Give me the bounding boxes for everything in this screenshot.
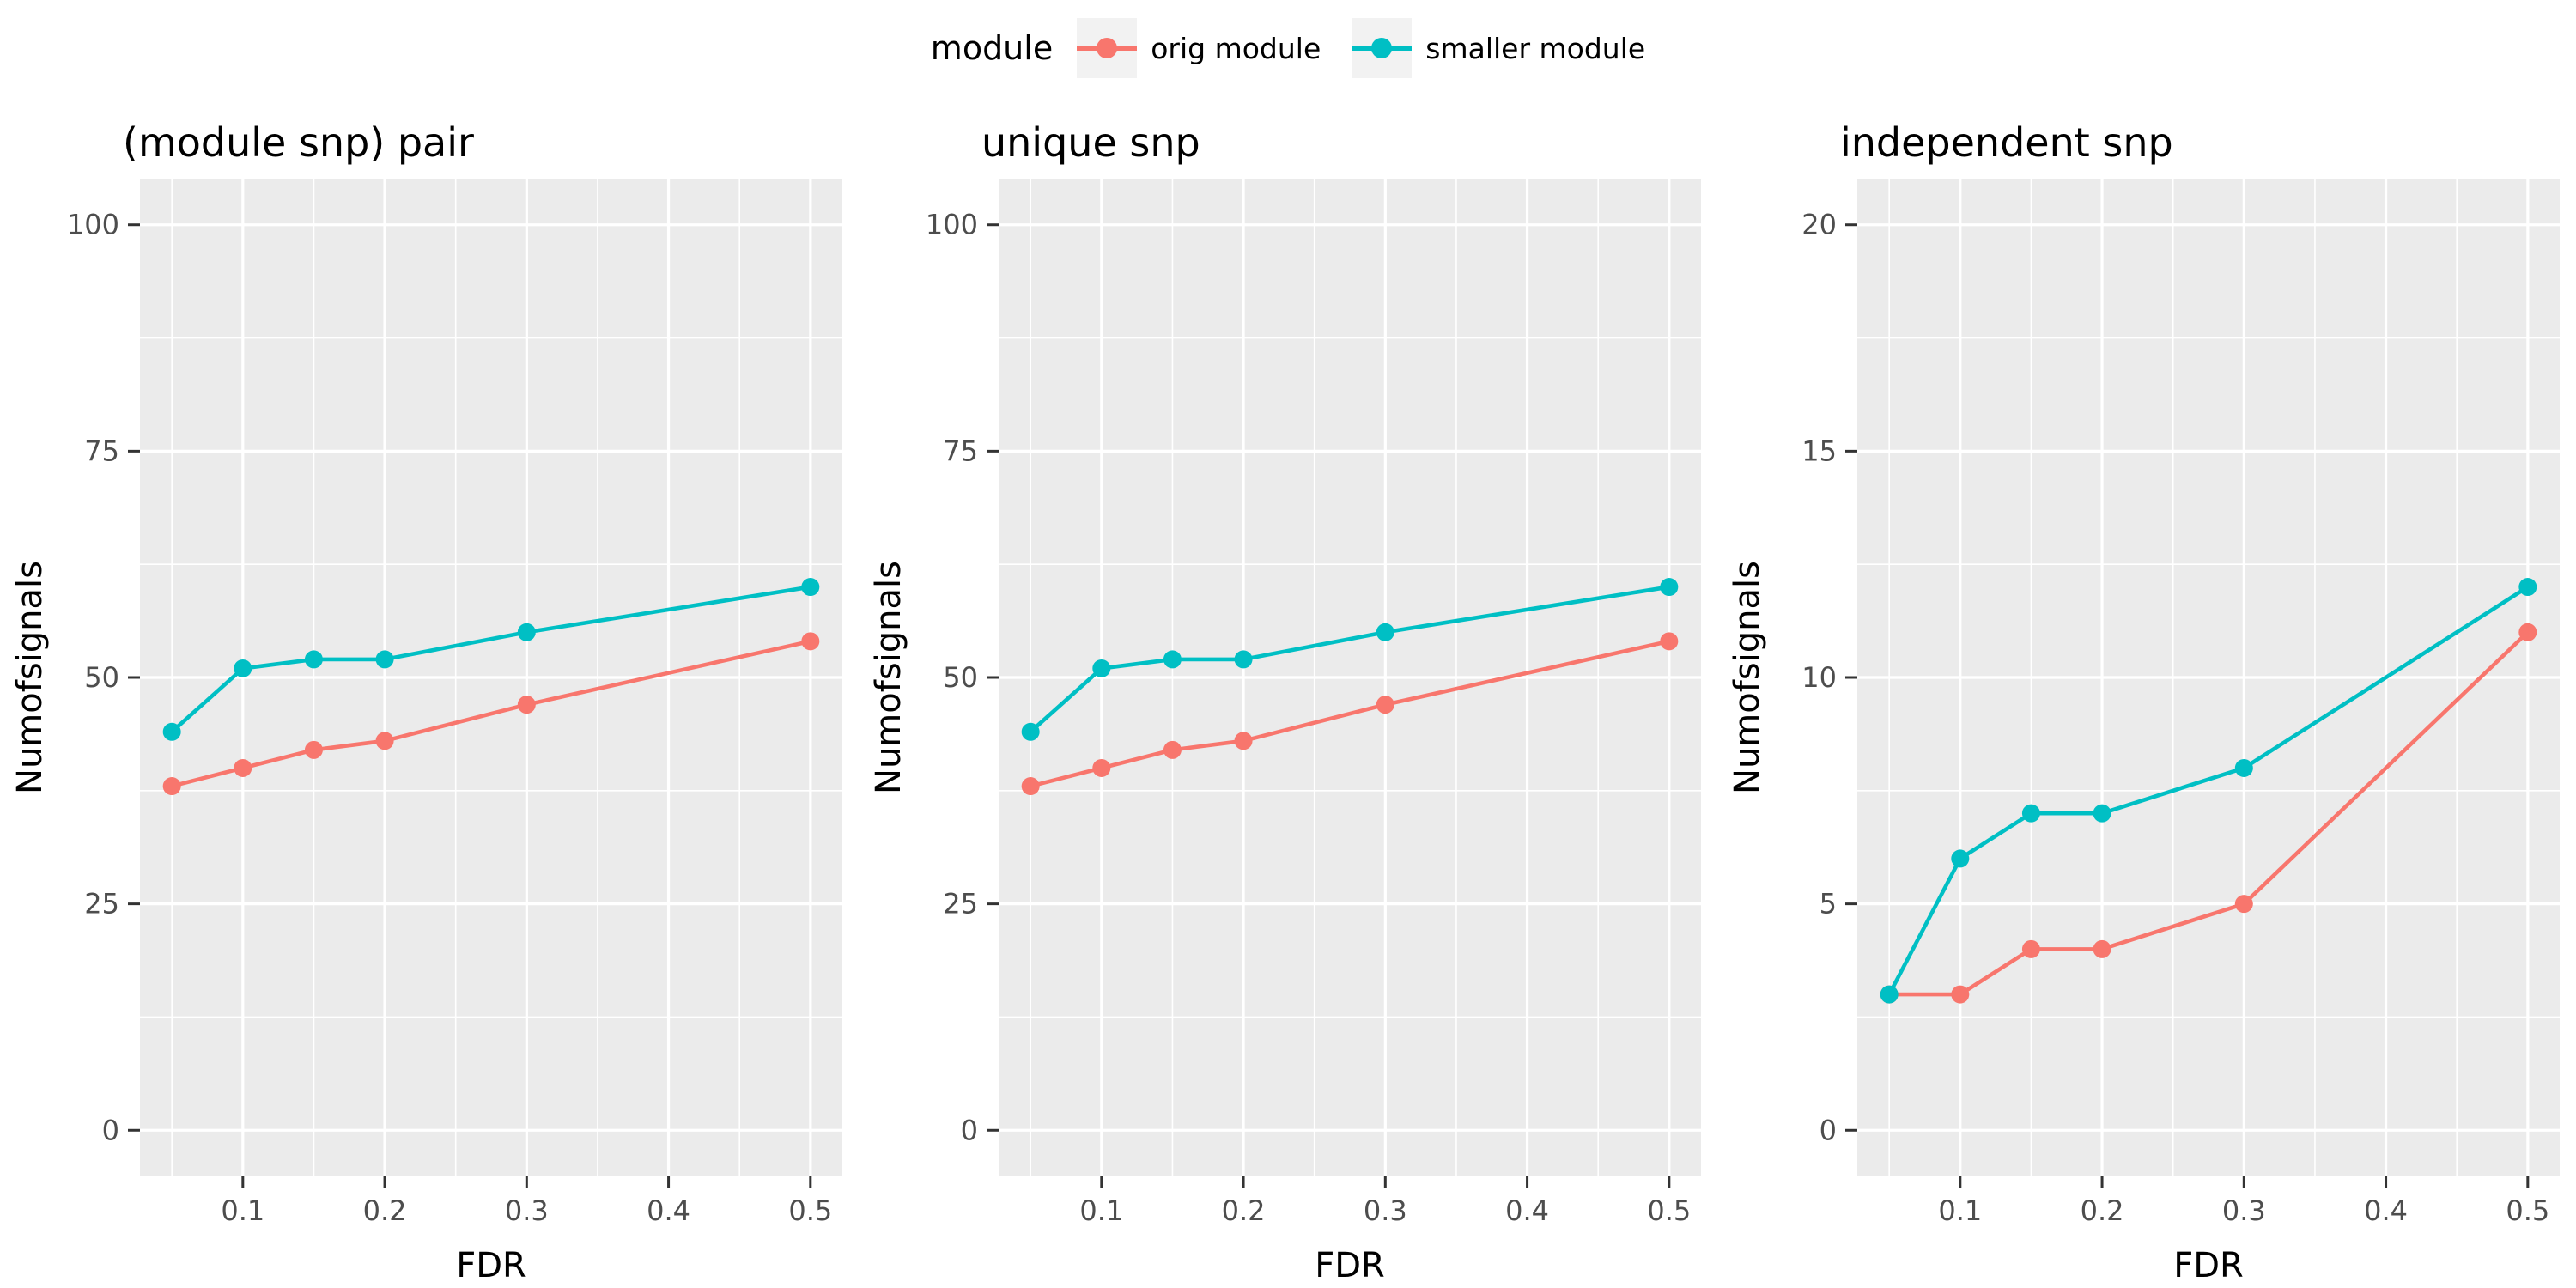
data-point-smaller-module bbox=[1234, 650, 1253, 669]
y-tick-label: 50 bbox=[84, 661, 119, 694]
data-point-smaller-module bbox=[1021, 722, 1040, 741]
x-tick-label: 0.5 bbox=[1647, 1194, 1691, 1227]
data-point-smaller-module bbox=[304, 650, 323, 669]
series-line-orig-module bbox=[1889, 630, 2530, 997]
y-tick-label: 25 bbox=[943, 888, 978, 920]
x-tick-label: 0.4 bbox=[647, 1194, 690, 1227]
data-point-orig-module bbox=[1660, 632, 1679, 651]
chart-block-unique-snp: 0.1 0.2 0.3 0.4 0.5 0 25 50 75 100 unique snp FDR Nu… bbox=[859, 0, 1717, 1288]
data-point-smaller-module bbox=[234, 659, 252, 677]
data-point-orig-module bbox=[1092, 758, 1111, 777]
panel-title: unique snp bbox=[981, 119, 1200, 166]
y-tick-label: 100 bbox=[67, 209, 119, 241]
x-tick-label: 0.1 bbox=[1938, 1194, 1982, 1227]
data-point-smaller-module bbox=[2021, 804, 2040, 823]
series-line-smaller-module bbox=[1887, 585, 2530, 996]
y-axis-title: Numofsignals bbox=[10, 561, 50, 794]
data-point-smaller-module bbox=[517, 623, 536, 641]
x-axis-title: FDR bbox=[2173, 1246, 2244, 1285]
x-tick-label: 0.1 bbox=[1079, 1194, 1123, 1227]
y-tick-label: 50 bbox=[943, 661, 978, 694]
data-point-smaller-module bbox=[162, 722, 181, 741]
data-point-orig-module bbox=[234, 758, 252, 777]
x-axis-title: FDR bbox=[1315, 1246, 1385, 1285]
y-tick-label: 25 bbox=[84, 888, 119, 920]
legend: module orig module smaller module bbox=[0, 12, 2576, 84]
series-line-smaller-module bbox=[170, 585, 811, 733]
data-point-smaller-module bbox=[2234, 758, 2253, 777]
x-axis-title: FDR bbox=[456, 1246, 526, 1285]
chart-module-snp-pair: 0.1 0.2 0.3 0.4 0.5 0 25 50 75 100 (module snp) pa… bbox=[10, 119, 842, 1285]
y-tick-label: 75 bbox=[943, 434, 978, 467]
data-point-smaller-module bbox=[801, 578, 820, 597]
data-point-orig-module bbox=[375, 732, 394, 750]
y-axis-title: Numofsignals bbox=[869, 561, 908, 794]
x-tick-label: 0.3 bbox=[1364, 1194, 1407, 1227]
x-tick-label: 0.5 bbox=[788, 1194, 832, 1227]
data-point-orig-module bbox=[2093, 939, 2111, 958]
data-point-orig-module bbox=[1163, 740, 1182, 759]
data-point-orig-module bbox=[162, 777, 181, 796]
data-point-smaller-module bbox=[2518, 578, 2537, 597]
x-tick-label: 0.3 bbox=[505, 1194, 549, 1227]
legend-item-label: orig module bbox=[1151, 31, 1321, 65]
series-line-orig-module bbox=[171, 639, 811, 788]
panel-title: independent snp bbox=[1840, 119, 2173, 166]
x-tick-label: 0.2 bbox=[363, 1194, 407, 1227]
series-line-smaller-module bbox=[1029, 585, 1670, 733]
data-point-smaller-module bbox=[1951, 849, 1970, 868]
x-tick-label: 0.3 bbox=[2222, 1194, 2266, 1227]
legend-item-smaller-module: smaller module bbox=[1352, 18, 1645, 78]
y-tick-label: 100 bbox=[926, 209, 978, 241]
data-point-smaller-module bbox=[2093, 804, 2111, 823]
data-point-orig-module bbox=[1951, 985, 1970, 1004]
data-point-orig-module bbox=[517, 696, 536, 714]
y-tick-label: 0 bbox=[102, 1114, 119, 1146]
x-tick-label: 0.2 bbox=[2081, 1194, 2124, 1227]
series-line-orig-module bbox=[1030, 639, 1670, 788]
data-point-orig-module bbox=[2021, 939, 2040, 958]
legend-key-icon bbox=[1077, 18, 1138, 78]
data-point-smaller-module bbox=[375, 650, 394, 669]
y-axis-title: Numofsignals bbox=[1728, 561, 1767, 794]
chart-block-independent-snp: 0.1 0.2 0.3 0.4 0.5 0 5 10 15 20 independent snp FD… bbox=[1717, 0, 2576, 1288]
data-point-orig-module bbox=[801, 632, 820, 651]
x-tick-label: 0.4 bbox=[2364, 1194, 2408, 1227]
data-point-orig-module bbox=[1021, 777, 1040, 796]
y-tick-label: 75 bbox=[84, 434, 119, 467]
x-tick-label: 0.4 bbox=[1505, 1194, 1549, 1227]
data-point-smaller-module bbox=[1163, 650, 1182, 669]
legend-key-icon bbox=[1352, 18, 1413, 78]
data-point-smaller-module bbox=[1660, 578, 1679, 597]
data-point-orig-module bbox=[304, 740, 323, 759]
data-point-orig-module bbox=[2518, 623, 2537, 641]
legend-title: module bbox=[930, 29, 1054, 67]
y-tick-label: 5 bbox=[1820, 888, 1837, 920]
x-tick-label: 0.2 bbox=[1222, 1194, 1266, 1227]
legend-item-orig-module: orig module bbox=[1077, 18, 1321, 78]
chart-block-module-snp-pair: 0.1 0.2 0.3 0.4 0.5 0 25 50 75 100 (module snp) pa… bbox=[0, 0, 859, 1288]
data-point-orig-module bbox=[1376, 696, 1394, 714]
data-point-orig-module bbox=[1234, 732, 1253, 750]
panel-title: (module snp) pair bbox=[123, 119, 474, 166]
y-tick-label: 0 bbox=[1820, 1114, 1837, 1146]
legend-item-label: smaller module bbox=[1425, 31, 1646, 65]
data-point-smaller-module bbox=[1376, 623, 1394, 641]
y-tick-label: 0 bbox=[961, 1114, 978, 1146]
data-point-smaller-module bbox=[1880, 985, 1899, 1004]
y-tick-label: 15 bbox=[1801, 434, 1837, 467]
chart-independent-snp: 0.1 0.2 0.3 0.4 0.5 0 5 10 15 20 independent snp FD… bbox=[1728, 119, 2560, 1285]
chart-unique-snp: 0.1 0.2 0.3 0.4 0.5 0 25 50 75 100 unique snp FDR Nu… bbox=[869, 119, 1701, 1285]
data-point-smaller-module bbox=[1092, 659, 1111, 677]
data-point-orig-module bbox=[2234, 895, 2253, 914]
y-tick-label: 20 bbox=[1801, 209, 1837, 241]
x-tick-label: 0.5 bbox=[2506, 1194, 2549, 1227]
x-tick-label: 0.1 bbox=[221, 1194, 264, 1227]
y-tick-label: 10 bbox=[1801, 661, 1837, 694]
